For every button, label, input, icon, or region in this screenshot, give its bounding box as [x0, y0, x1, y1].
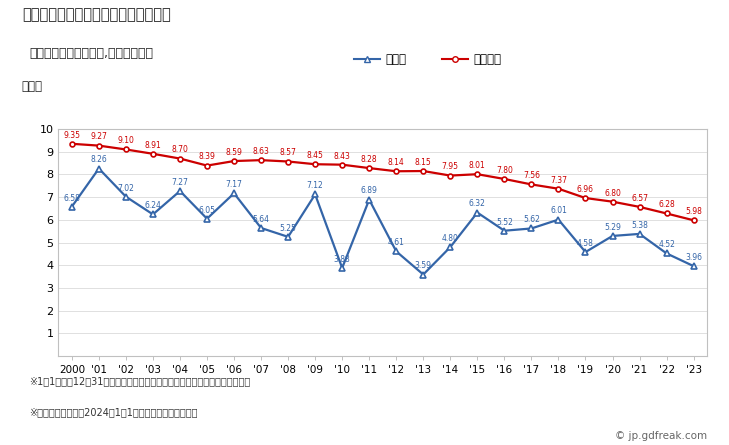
Text: ※市区町村の場合は2024年1月1日時点の市区町村境界。: ※市区町村の場合は2024年1月1日時点の市区町村境界。 [29, 407, 198, 417]
Text: 8.59: 8.59 [225, 148, 243, 157]
Text: 7.80: 7.80 [496, 166, 512, 175]
Text: 5.52: 5.52 [496, 218, 512, 227]
Text: 8.39: 8.39 [198, 153, 216, 162]
Text: 4.52: 4.52 [658, 240, 675, 249]
Text: 8.63: 8.63 [253, 147, 270, 156]
Text: 5.29: 5.29 [604, 223, 621, 232]
Text: 9.35: 9.35 [63, 131, 80, 140]
Text: 6.96: 6.96 [577, 185, 594, 194]
Text: 6.57: 6.57 [631, 194, 648, 203]
Text: 6.05: 6.05 [198, 206, 216, 214]
Text: 7.27: 7.27 [171, 178, 188, 187]
Text: 8.28: 8.28 [361, 155, 378, 164]
Text: 3.88: 3.88 [334, 255, 351, 264]
Text: 3.59: 3.59 [415, 261, 432, 271]
Text: 8.14: 8.14 [388, 158, 405, 167]
Text: 6.01: 6.01 [550, 206, 567, 215]
Text: 6.58: 6.58 [63, 194, 80, 202]
Text: 8.70: 8.70 [171, 146, 188, 154]
Text: 4.80: 4.80 [442, 234, 459, 243]
Text: 6.24: 6.24 [144, 201, 161, 210]
Text: 川本町の人口千人当たり出生数の推移: 川本町の人口千人当たり出生数の推移 [22, 7, 171, 22]
Text: 8.45: 8.45 [307, 151, 324, 160]
Text: 7.56: 7.56 [523, 171, 540, 180]
Text: 8.15: 8.15 [415, 158, 432, 167]
Text: 8.43: 8.43 [334, 151, 351, 161]
Text: 5.62: 5.62 [523, 215, 540, 224]
Text: ※1月1日から12月31日までの外国人を除く日本人住民の千人当たり出生数。: ※1月1日から12月31日までの外国人を除く日本人住民の千人当たり出生数。 [29, 376, 250, 386]
Text: 7.12: 7.12 [307, 181, 324, 190]
Text: 4.61: 4.61 [388, 238, 405, 247]
Text: 7.02: 7.02 [117, 183, 134, 193]
Text: 5.25: 5.25 [280, 224, 297, 233]
Text: 6.89: 6.89 [361, 186, 378, 195]
Text: 8.57: 8.57 [280, 148, 297, 158]
Text: 8.01: 8.01 [469, 161, 486, 170]
Text: 5.98: 5.98 [685, 207, 702, 216]
Text: 6.80: 6.80 [604, 189, 621, 198]
Text: （人）: （人） [22, 80, 43, 93]
Text: 5.64: 5.64 [252, 215, 270, 224]
Text: 9.10: 9.10 [117, 136, 134, 146]
Text: 6.28: 6.28 [658, 200, 675, 209]
Text: 9.27: 9.27 [90, 133, 107, 142]
Text: 7.37: 7.37 [550, 176, 567, 185]
Text: 7.17: 7.17 [225, 180, 243, 189]
Text: 8.26: 8.26 [90, 155, 107, 164]
Text: 7.95: 7.95 [442, 162, 459, 171]
Text: 6.32: 6.32 [469, 199, 486, 208]
Text: © jp.gdfreak.com: © jp.gdfreak.com [615, 431, 707, 441]
Text: 5.38: 5.38 [631, 221, 648, 230]
Text: 8.91: 8.91 [144, 141, 161, 150]
Text: 4.58: 4.58 [577, 239, 594, 248]
Legend: 川本町, 全国平均: 川本町, 全国平均 [349, 49, 507, 71]
Text: （住民基本台帳ベース,日本人住民）: （住民基本台帳ベース,日本人住民） [29, 47, 153, 60]
Text: 3.96: 3.96 [685, 253, 702, 262]
